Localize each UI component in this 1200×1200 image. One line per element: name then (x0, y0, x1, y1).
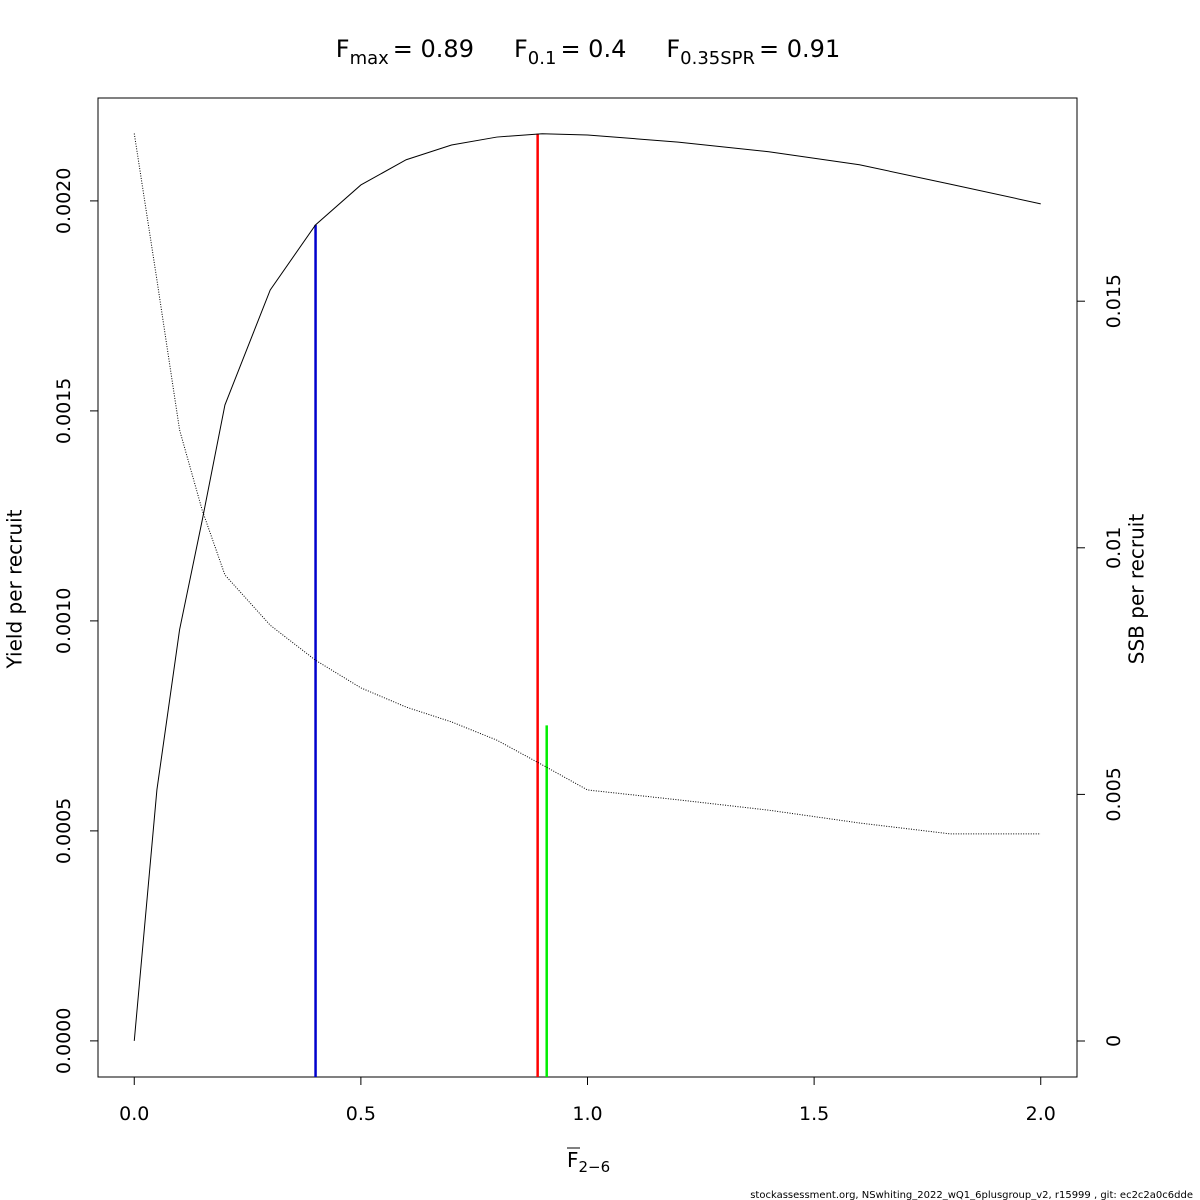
series-line (133, 133, 1041, 1041)
y-tick-label: 0.0005 (53, 798, 75, 864)
title-symbol: F (336, 35, 350, 63)
title-subscript: 0.35SPR (680, 48, 755, 69)
y-axis-label: Yield per recruit (3, 509, 27, 669)
x-label-symbol: F (567, 1148, 579, 1172)
series-line (133, 133, 1041, 835)
title-symbol: F (666, 35, 680, 63)
footer: stockassessment.org, NSwhiting_2022_wQ1_… (750, 1190, 1193, 1200)
y2-tick-label: 0.015 (1103, 274, 1125, 328)
title-value: = 0.91 (759, 35, 840, 63)
title-value: = 0.89 (393, 35, 474, 63)
x-tick-label: 1.5 (799, 1103, 829, 1125)
y2-axis-label: SSB per recruit (1125, 514, 1149, 665)
x-tick-label: 1.0 (572, 1103, 602, 1125)
title-symbol: F (514, 35, 528, 63)
plot-frame (97, 97, 1078, 1078)
title-subscript: 0.1 (528, 48, 557, 69)
title-value: = 0.4 (560, 35, 626, 63)
x-tick-label: 2.0 (1026, 1103, 1056, 1125)
x-tick-label: 0.5 (346, 1103, 376, 1125)
x-label-subscript: 2−6 (579, 1158, 611, 1176)
y-tick-label: 0.0000 (53, 1008, 75, 1074)
y2-tick-label: 0.005 (1103, 767, 1125, 821)
x-axis-label: F2−6 (567, 1148, 610, 1176)
chart-title: Fmax = 0.89 F0.1 = 0.4 F0.35SPR = 0.91 (336, 35, 840, 69)
y2-tick-label: 0 (1103, 1035, 1125, 1047)
y-tick-label: 0.0010 (53, 588, 75, 654)
y2-tick-label: 0.01 (1103, 527, 1125, 569)
title-subscript: max (350, 48, 390, 69)
y-tick-label: 0.0015 (53, 378, 75, 444)
x-tick-label: 0.0 (119, 1103, 149, 1125)
title-text: Fmax = 0.89 F0.1 = 0.4 F0.35SPR = 0.91 (336, 35, 840, 69)
y-tick-label: 0.0020 (53, 168, 75, 234)
